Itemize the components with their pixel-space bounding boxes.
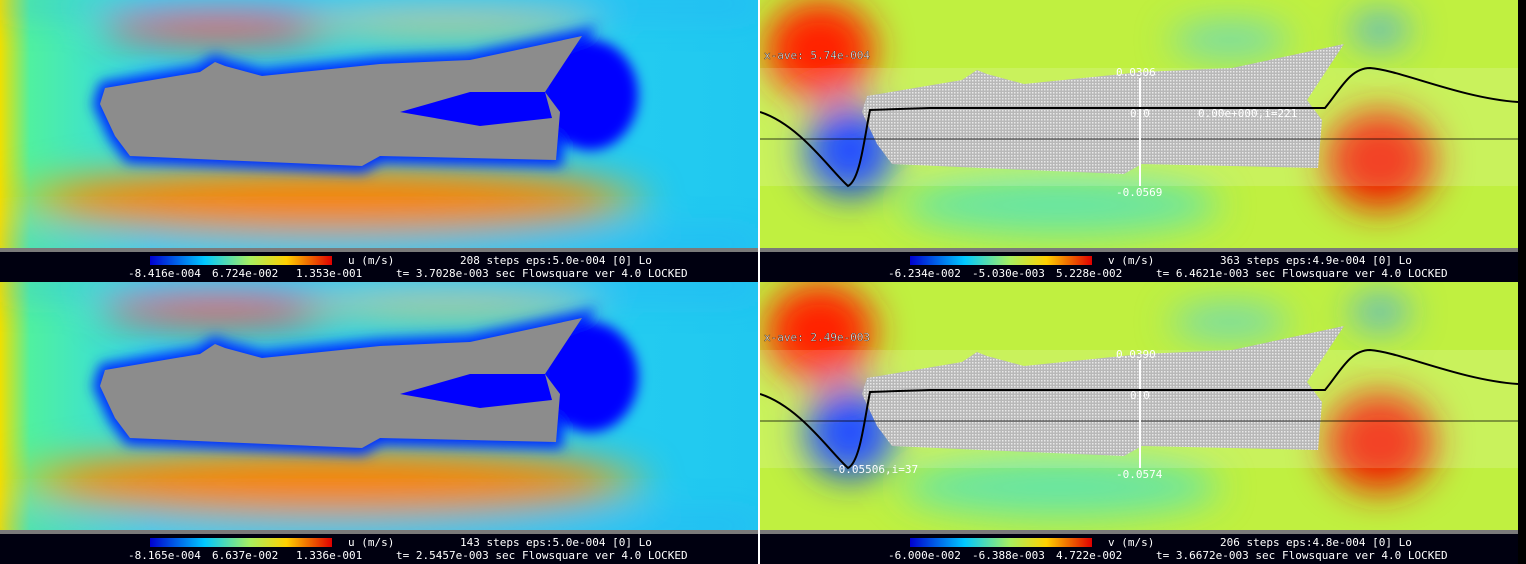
version: Flowsquare ver 4.0 LOCKED <box>522 549 688 562</box>
wall-band <box>0 0 758 8</box>
footer <box>760 534 1518 564</box>
inner-wake <box>400 374 552 408</box>
x-average: x-ave: 2.49e-003 <box>764 331 870 344</box>
high-band <box>100 14 340 42</box>
range-mid: 6.724e-002 <box>212 267 278 280</box>
separator <box>0 530 758 534</box>
version: Flowsquare ver 4.0 LOCKED <box>1282 549 1448 562</box>
wake-core <box>542 40 638 150</box>
flow-field <box>760 0 1518 248</box>
high-band <box>300 294 600 318</box>
plot-note: 0.00e+000,i=221 <box>1198 107 1297 120</box>
range-max: 1.353e-001 <box>296 267 362 280</box>
plot-top: 0.0390 <box>1116 348 1156 361</box>
high-band <box>10 442 650 522</box>
version: Flowsquare ver 4.0 LOCKED <box>1282 267 1448 280</box>
eps-info: eps:4.8e-004 [0] Lo <box>1286 536 1412 549</box>
neg-blob <box>900 175 1220 235</box>
flow-field <box>760 282 1518 530</box>
window-panel: x-ave: 2.49e-003 0.0390 0.0 -0.0574 -0.05506… <box>760 282 1518 564</box>
range-max: 1.336e-001 <box>296 549 362 562</box>
high-band <box>10 160 650 240</box>
pos-blob <box>1325 392 1435 492</box>
plot-zero: 0.0 <box>1130 107 1150 120</box>
pos-blob <box>765 0 875 100</box>
plot-zero: 0.0 <box>1130 389 1150 402</box>
step-count: 208 steps <box>460 254 520 267</box>
range-max: 4.722e-002 <box>1056 549 1122 562</box>
high-band <box>300 12 600 36</box>
field-blobs <box>0 282 758 530</box>
colorbar <box>150 538 332 547</box>
neg-blob <box>900 457 1220 517</box>
separator <box>760 248 1518 252</box>
solid-body <box>100 36 582 166</box>
window-panel: u (m/s) 208 steps eps:5.0e-004 [0] Lo -8.41… <box>0 0 758 282</box>
neg-blob <box>1350 14 1410 46</box>
eps-info: eps:5.0e-004 [0] Lo <box>526 254 652 267</box>
range-mid: -6.388e-003 <box>972 549 1045 562</box>
high-band <box>100 296 340 324</box>
pos-blob <box>1325 110 1435 210</box>
separator <box>760 530 1518 534</box>
wall-band <box>0 282 758 290</box>
step-count: 363 steps <box>1220 254 1280 267</box>
range-min: -6.234e-002 <box>888 267 961 280</box>
wall-band <box>0 240 758 248</box>
profile-curve <box>760 66 1518 188</box>
range-min: -8.165e-004 <box>128 549 201 562</box>
wall-band <box>0 522 758 530</box>
plot-bottom: -0.0574 <box>1116 468 1163 481</box>
variable-label: u (m/s) <box>348 536 394 549</box>
neg-blob <box>1350 296 1410 328</box>
colorbar <box>910 538 1092 547</box>
eps-info: eps:4.9e-004 [0] Lo <box>1286 254 1412 267</box>
window-panel: u (m/s) 143 steps eps:5.0e-004 [0] Lo -8.16… <box>0 282 758 564</box>
footer <box>0 252 758 282</box>
profile-curve <box>760 348 1518 470</box>
range-mid: -5.030e-003 <box>972 267 1045 280</box>
range-mid: 6.637e-002 <box>212 549 278 562</box>
wake-core <box>542 322 638 432</box>
version: Flowsquare ver 4.0 LOCKED <box>522 267 688 280</box>
neg-blob <box>1170 304 1290 340</box>
variable-label: u (m/s) <box>348 254 394 267</box>
solid-body <box>100 318 582 448</box>
divider <box>758 0 760 564</box>
plot-note: -0.05506,i=37 <box>832 463 918 476</box>
range-max: 5.228e-002 <box>1056 267 1122 280</box>
x-average: x-ave: 5.74e-004 <box>764 49 870 62</box>
sim-time: t= 3.7028e-003 sec <box>396 267 515 280</box>
separator <box>0 248 758 252</box>
footer <box>0 534 758 564</box>
sim-time: t= 3.6672e-003 sec <box>1156 549 1275 562</box>
neg-blob <box>1170 22 1290 58</box>
step-count: 143 steps <box>460 536 520 549</box>
plot-bottom: -0.0569 <box>1116 186 1162 199</box>
variable-label: v (m/s) <box>1108 536 1154 549</box>
variable-label: v (m/s) <box>1108 254 1154 267</box>
sim-time: t= 6.4621e-003 sec <box>1156 267 1275 280</box>
flow-field <box>0 0 758 248</box>
colorbar <box>910 256 1092 265</box>
pos-blob <box>765 282 875 382</box>
inner-wake <box>400 92 552 126</box>
footer <box>760 252 1518 282</box>
step-count: 206 steps <box>1220 536 1280 549</box>
colorbar <box>150 256 332 265</box>
range-min: -8.416e-004 <box>128 267 201 280</box>
field-blobs <box>0 0 758 248</box>
flow-field <box>0 282 758 530</box>
eps-info: eps:5.0e-004 [0] Lo <box>526 536 652 549</box>
range-min: -6.000e-002 <box>888 549 961 562</box>
plot-top: 0.0306 <box>1116 66 1156 79</box>
sim-time: t= 2.5457e-003 sec <box>396 549 515 562</box>
field-blobs <box>765 282 1435 517</box>
window-panel: x-ave: 5.74e-004 0.0306 0.0 -0.0569 0.00e+00… <box>760 0 1518 282</box>
